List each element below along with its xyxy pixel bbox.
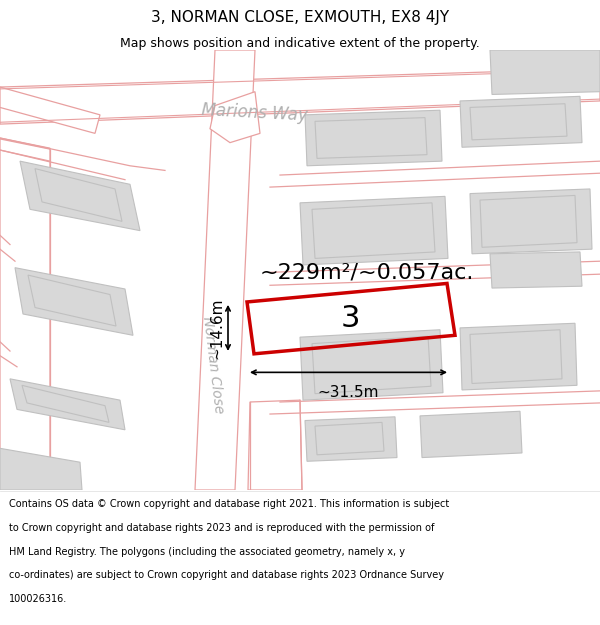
- Polygon shape: [460, 323, 577, 390]
- Polygon shape: [490, 50, 600, 94]
- Polygon shape: [490, 252, 582, 288]
- Polygon shape: [28, 275, 116, 326]
- Text: co-ordinates) are subject to Crown copyright and database rights 2023 Ordnance S: co-ordinates) are subject to Crown copyr…: [9, 571, 444, 581]
- Text: 3: 3: [341, 304, 361, 333]
- Polygon shape: [300, 330, 443, 400]
- Text: 3, NORMAN CLOSE, EXMOUTH, EX8 4JY: 3, NORMAN CLOSE, EXMOUTH, EX8 4JY: [151, 10, 449, 25]
- Polygon shape: [300, 196, 448, 265]
- Text: Contains OS data © Crown copyright and database right 2021. This information is : Contains OS data © Crown copyright and d…: [9, 499, 449, 509]
- Text: ~14.6m: ~14.6m: [209, 297, 224, 359]
- Polygon shape: [312, 336, 431, 394]
- Polygon shape: [0, 138, 50, 490]
- Polygon shape: [0, 69, 600, 124]
- Polygon shape: [10, 379, 125, 430]
- Polygon shape: [15, 268, 133, 335]
- Text: ~31.5m: ~31.5m: [318, 386, 379, 401]
- Text: Norman Close: Norman Close: [200, 316, 226, 414]
- Text: 100026316.: 100026316.: [9, 594, 67, 604]
- Polygon shape: [460, 96, 582, 148]
- Polygon shape: [305, 110, 442, 166]
- Polygon shape: [420, 411, 522, 458]
- Polygon shape: [315, 422, 384, 455]
- Polygon shape: [305, 417, 397, 461]
- Polygon shape: [210, 92, 260, 142]
- Text: to Crown copyright and database rights 2023 and is reproduced with the permissio: to Crown copyright and database rights 2…: [9, 523, 434, 533]
- Polygon shape: [480, 196, 577, 248]
- Polygon shape: [0, 87, 100, 133]
- Polygon shape: [470, 330, 562, 384]
- Polygon shape: [22, 386, 109, 423]
- Polygon shape: [312, 203, 435, 258]
- Polygon shape: [315, 118, 427, 158]
- Polygon shape: [35, 169, 122, 221]
- Text: Marions Way: Marions Way: [202, 101, 308, 125]
- Polygon shape: [20, 161, 140, 231]
- Polygon shape: [470, 189, 592, 254]
- Polygon shape: [248, 400, 302, 490]
- Polygon shape: [470, 104, 567, 140]
- Polygon shape: [0, 448, 82, 490]
- Text: Map shows position and indicative extent of the property.: Map shows position and indicative extent…: [120, 38, 480, 51]
- Text: HM Land Registry. The polygons (including the associated geometry, namely x, y: HM Land Registry. The polygons (includin…: [9, 547, 405, 557]
- Polygon shape: [195, 50, 255, 490]
- Text: ~229m²/~0.057ac.: ~229m²/~0.057ac.: [260, 262, 475, 282]
